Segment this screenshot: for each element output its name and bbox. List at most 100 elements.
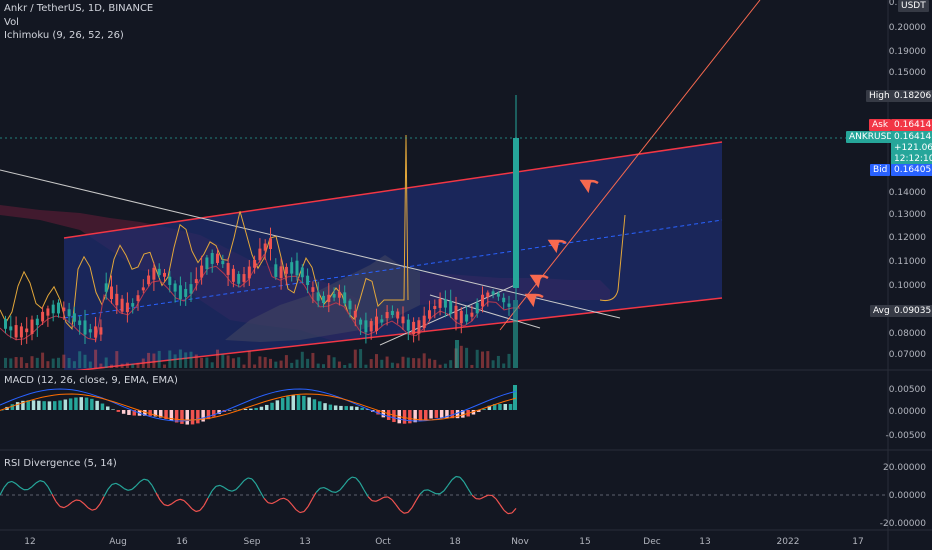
volume-bar [83,354,87,368]
candle [216,253,219,263]
rsi-segment [431,491,437,495]
volume-bar [258,356,262,368]
volume-bar [263,357,267,368]
time-tick-label: 17 [852,537,863,547]
macd-bar [296,395,301,410]
candle [194,279,198,284]
volume-bar [168,350,172,368]
volume-bar [459,345,463,368]
candle [25,328,29,333]
candle [486,292,490,298]
volume-bar [210,362,214,368]
volume-bar [417,358,421,368]
candle [88,329,92,333]
volume-bar [306,358,310,368]
macd-bar [15,402,20,410]
volume-bar [284,355,288,368]
rsi-axis[interactable]: 20.00000 0.00000 -20.00000 [880,463,926,529]
candle [327,294,331,302]
macd-bar [42,401,46,410]
macd-bar [355,406,359,410]
currency-label[interactable]: USDT [898,0,929,12]
candle [290,262,294,274]
volume-bar [46,361,50,368]
candle [496,293,500,297]
rsi-segment [3,482,9,488]
rsi-segment [63,504,69,509]
candle [57,302,60,314]
rsi-segment [311,492,317,500]
macd-bar [291,395,295,410]
macd-bar [31,400,36,410]
candle [67,309,71,317]
volume-bar [316,363,320,368]
rsi-segment [263,497,269,504]
rsi-segment [139,478,145,483]
volume-bar [513,300,518,368]
volume-bar [406,357,410,368]
high-value: 0.18206 [891,90,932,102]
rsi-segment [255,483,261,492]
volume-bar [72,361,76,368]
rsi-segment [267,502,273,505]
macd-bar [127,410,131,415]
price-tick-label: 0.14000 [889,188,926,198]
macd-legend[interactable]: MACD (12, 26, close, 9, EMA, EMA) [4,375,178,386]
volume-bar [9,358,13,368]
channel-upper-line [63,141,723,239]
rsi-segment [171,500,177,505]
rsi-divergence-line [0,475,517,515]
volume-bar [237,357,241,368]
macd-bar [286,396,290,410]
volume-bar [380,359,384,368]
rsi-segment [219,484,225,488]
volume-bar [433,359,437,368]
price-tick-label: 0.13000 [889,210,926,220]
volume-bar [136,362,140,368]
ichimoku-legend[interactable]: Ichimoku (9, 26, 52, 26) [4,30,124,41]
candle [295,260,299,276]
macd-axis[interactable]: 0.00500 0.00000 -0.00500 [886,385,927,441]
time-tick-label: 18 [449,537,461,547]
macd-bar [392,410,396,423]
time-axis[interactable]: 12 Aug 16 Sep 13 Oct 18 Nov 15 Dec 13 2022 17 [24,537,863,547]
macd-tick-label: 0.00000 [889,407,926,417]
volume-bar [25,363,29,368]
rsi-segment [59,505,65,509]
volume-bar [178,349,182,368]
candles [4,227,511,346]
volume-bar [481,351,484,368]
macd-bar [318,401,322,410]
macd-bar [190,410,195,425]
rsi-segment [15,483,21,488]
rsi-segment [303,506,309,512]
volume-bar [35,357,39,368]
price-tick-label: 0.10000 [889,281,926,291]
volume-bar [502,363,506,368]
macd-bar [212,410,216,417]
support-line [379,284,516,346]
time-tick-label: 16 [176,537,188,547]
channel-mid-line [63,219,723,319]
rsi-legend[interactable]: RSI Divergence (5, 14) [4,458,117,469]
rsi-segment [163,504,169,507]
volume-bar [110,364,113,368]
volume-bar [216,349,219,368]
rsi-segment [107,484,113,490]
volume-bar [62,354,66,368]
macd-bar [37,400,41,410]
macd-bar [169,410,174,421]
volume-legend[interactable]: Vol [4,17,19,28]
time-tick-label: 2022 [777,537,800,547]
volume-bar [465,347,469,368]
rsi-segment [367,496,373,502]
rsi-segment [175,498,181,502]
candle [337,291,341,298]
candle [390,310,394,315]
macd-bar [143,410,147,416]
macd-bar [254,407,258,410]
rsi-segment [0,487,5,496]
volume-bar [94,349,98,368]
macd-bar [174,410,179,423]
